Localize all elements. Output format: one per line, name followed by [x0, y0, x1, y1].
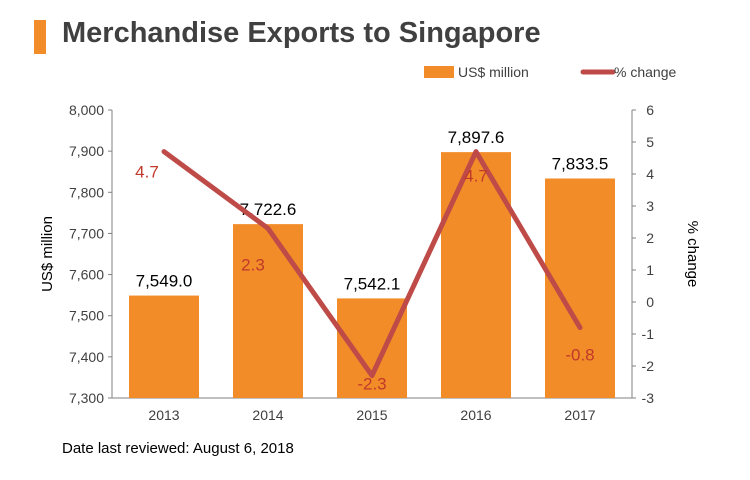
bar — [337, 298, 407, 398]
pct-change-label: 4.7 — [464, 167, 488, 186]
right-tick-label: 4 — [646, 166, 654, 182]
legend-bar-label: US$ million — [458, 64, 529, 80]
x-tick-label: 2016 — [460, 407, 491, 423]
left-tick-label: 7,600 — [69, 267, 104, 283]
pct-change-label: -0.8 — [565, 346, 594, 365]
pct-change-label: 4.7 — [135, 163, 159, 182]
x-tick-label: 2017 — [564, 407, 595, 423]
pct-change-label: 2.3 — [241, 255, 265, 274]
bar-value-label: 7,833.5 — [552, 155, 609, 174]
x-tick-label: 2014 — [252, 407, 283, 423]
x-tick-label: 2013 — [148, 407, 179, 423]
date-last-reviewed: Date last reviewed: August 6, 2018 — [62, 440, 294, 457]
x-tick-label: 2015 — [356, 407, 387, 423]
right-tick-label: 0 — [646, 294, 654, 310]
legend-line-label: % change — [614, 64, 676, 80]
right-tick-label: 2 — [646, 230, 654, 246]
pct-change-label: -2.3 — [357, 375, 386, 394]
right-tick-label: -2 — [642, 358, 655, 374]
title-accent-bar — [34, 20, 46, 54]
right-axis-title: % change — [684, 221, 701, 288]
right-tick-label: 3 — [646, 198, 654, 214]
right-tick-label: 5 — [646, 134, 654, 150]
bar-value-label: 7,722.6 — [240, 200, 297, 219]
right-tick-label: -3 — [642, 390, 655, 406]
bar-value-label: 7,542.1 — [344, 274, 401, 293]
right-tick-label: 6 — [646, 102, 654, 118]
right-tick-label: 1 — [646, 262, 654, 278]
left-axis-title: US$ million — [39, 216, 56, 292]
left-tick-label: 7,800 — [69, 184, 104, 200]
right-tick-label: -1 — [642, 326, 655, 342]
bar-value-label: 7,897.6 — [448, 128, 505, 147]
bar — [129, 295, 199, 398]
left-tick-label: 7,300 — [69, 390, 104, 406]
left-tick-label: 7,500 — [69, 308, 104, 324]
left-tick-label: 7,400 — [69, 349, 104, 365]
legend-bar-swatch — [424, 66, 454, 78]
left-tick-label: 8,000 — [69, 102, 104, 118]
bar — [233, 224, 303, 398]
left-tick-label: 7,700 — [69, 225, 104, 241]
chart-title: Merchandise Exports to Singapore — [62, 17, 541, 49]
bar-value-label: 7,549.0 — [136, 272, 193, 291]
left-tick-label: 7,900 — [69, 143, 104, 159]
